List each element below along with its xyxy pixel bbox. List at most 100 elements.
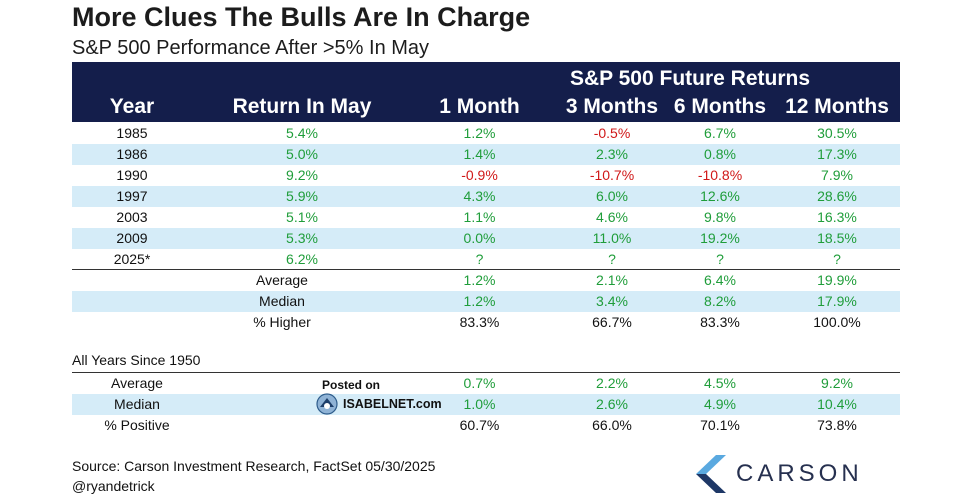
cell-year: 1997 xyxy=(116,188,148,204)
all-years-label: All Years Since 1950 xyxy=(72,352,201,368)
cell-12-months: 7.9% xyxy=(821,167,853,183)
cell-12-months: 17.9% xyxy=(817,293,857,309)
cell-1-month: 0.0% xyxy=(463,230,496,246)
cell-3-months: 66.7% xyxy=(592,314,632,330)
isabelnet-text: ISABELNET.com xyxy=(343,397,442,411)
col-header-6-months: 6 Months xyxy=(673,95,767,118)
cell-year: 1986 xyxy=(116,146,148,162)
cell-1-month: 1.1% xyxy=(463,209,496,225)
table-row: 1985 5.4% 1.2% -0.5% 6.7% 30.5% xyxy=(72,123,900,144)
col-header-year: Year xyxy=(109,95,155,118)
isabelnet-logo-icon xyxy=(316,393,338,415)
cell-year: 2009 xyxy=(116,230,148,246)
cell-6-months: -10.8% xyxy=(697,167,743,183)
cell-label: % Positive xyxy=(104,417,170,433)
cell-12-months: 100.0% xyxy=(813,314,861,330)
cell-3-months: 2.6% xyxy=(596,396,628,412)
cell-6-months: 70.1% xyxy=(700,417,740,433)
summary-row: Median 1.2% 3.4% 8.2% 17.9% xyxy=(72,291,900,312)
cell-6-months: 6.7% xyxy=(704,125,736,141)
cell-label: Average xyxy=(111,375,163,391)
cell-3-months: 11.0% xyxy=(592,230,632,246)
table-header: S&P 500 Future Returns Year Return In Ma… xyxy=(72,62,900,122)
col-header-1-month: 1 Month xyxy=(439,95,520,118)
cell-6-months: 9.8% xyxy=(704,209,736,225)
cell-6-months: 83.3% xyxy=(700,314,740,330)
cell-year: 1990 xyxy=(116,167,148,183)
all-years-row: Average 0.7% 2.2% 4.5% 9.2% xyxy=(72,373,900,394)
cell-1-month: 1.2% xyxy=(463,272,496,288)
cell-6-months: ? xyxy=(716,251,724,267)
source-note: Source: Carson Investment Research, Fact… xyxy=(72,458,436,474)
cell-3-months: 66.0% xyxy=(592,417,632,433)
table-row: 1997 5.9% 4.3% 6.0% 12.6% 28.6% xyxy=(72,186,900,207)
cell-3-months: 2.3% xyxy=(596,146,628,162)
cell-3-months: 2.1% xyxy=(596,272,628,288)
cell-12-months: 18.5% xyxy=(817,230,857,246)
carson-brand: CARSON xyxy=(696,455,863,493)
cell-12-months: 19.9% xyxy=(817,272,857,288)
cell-return-may: 6.2% xyxy=(286,251,318,267)
cell-1-month: 1.4% xyxy=(463,146,496,162)
divider-all-years xyxy=(72,372,900,373)
cell-3-months: 4.6% xyxy=(596,209,628,225)
cell-12-months: 28.6% xyxy=(817,188,857,204)
cell-6-months: 19.2% xyxy=(700,230,740,246)
summary-row: % Higher 83.3% 66.7% 83.3% 100.0% xyxy=(72,312,900,333)
cell-return-may: 5.3% xyxy=(286,230,318,246)
cell-12-months: 30.5% xyxy=(817,125,857,141)
divider-summary xyxy=(72,269,900,270)
cell-return-may: 5.9% xyxy=(286,188,318,204)
table-row: 1990 9.2% -0.9% -10.7% -10.8% 7.9% xyxy=(72,165,900,186)
cell-year: 2003 xyxy=(116,209,148,225)
all-years-row: % Positive 60.7% 66.0% 70.1% 73.8% xyxy=(72,415,900,436)
cell-year: 1985 xyxy=(116,125,148,141)
carson-logo-icon xyxy=(696,455,726,493)
cell-1-month: 1.2% xyxy=(463,125,496,141)
cell-return-may: 9.2% xyxy=(286,167,318,183)
cell-label: Median xyxy=(259,293,305,309)
cell-12-months: 9.2% xyxy=(821,375,853,391)
cell-3-months: 2.2% xyxy=(596,375,628,391)
cell-12-months: 10.4% xyxy=(817,396,857,412)
cell-1-month: ? xyxy=(475,251,484,267)
future-returns-supertitle: S&P 500 Future Returns xyxy=(569,67,810,90)
cell-3-months: 3.4% xyxy=(596,293,628,309)
cell-1-month: 1.0% xyxy=(463,396,496,412)
chart-title: More Clues The Bulls Are In Charge xyxy=(72,2,531,32)
cell-12-months: 16.3% xyxy=(817,209,857,225)
cell-6-months: 0.8% xyxy=(704,146,736,162)
cell-6-months: 8.2% xyxy=(704,293,736,309)
col-header-12-months: 12 Months xyxy=(785,95,889,118)
table-row: 2009 5.3% 0.0% 11.0% 19.2% 18.5% xyxy=(72,228,900,249)
table-row: 1986 5.0% 1.4% 2.3% 0.8% 17.3% xyxy=(72,144,900,165)
all-years-row: Median 1.0% 2.6% 4.9% 10.4% xyxy=(72,394,900,415)
cell-6-months: 6.4% xyxy=(704,272,736,288)
cell-label: Average xyxy=(256,272,308,288)
cell-return-may: 5.4% xyxy=(286,125,318,141)
cell-12-months: 17.3% xyxy=(817,146,857,162)
cell-12-months: ? xyxy=(833,251,841,267)
isabelnet-watermark: ISABELNET.com xyxy=(316,392,442,416)
twitter-handle: @ryandetrick xyxy=(72,478,155,494)
cell-1-month: 0.7% xyxy=(463,375,496,391)
cell-1-month: 83.3% xyxy=(459,314,500,330)
col-header-return-may: Return In May xyxy=(232,95,372,118)
summary-row: Average 1.2% 2.1% 6.4% 19.9% xyxy=(72,270,900,291)
cell-1-month: 60.7% xyxy=(459,417,500,433)
cell-return-may: 5.1% xyxy=(286,209,318,225)
cell-return-may: 5.0% xyxy=(286,146,318,162)
watermark-posted: Posted on xyxy=(322,378,381,392)
carson-wordmark: CARSON xyxy=(736,460,863,487)
cell-3-months: 6.0% xyxy=(596,188,628,204)
cell-1-month: -0.9% xyxy=(461,167,498,183)
cell-1-month: 1.2% xyxy=(463,293,496,309)
chart-subtitle: S&P 500 Performance After >5% In May xyxy=(72,37,430,59)
cell-label: Median xyxy=(114,396,160,412)
table-row: 2025* 6.2%???? xyxy=(72,249,900,270)
cell-6-months: 4.5% xyxy=(704,375,736,391)
col-header-3-months: 3 Months xyxy=(565,95,659,118)
cell-6-months: 12.6% xyxy=(700,188,740,204)
cell-12-months: 73.8% xyxy=(817,417,857,433)
cell-3-months: -10.7% xyxy=(589,167,635,183)
